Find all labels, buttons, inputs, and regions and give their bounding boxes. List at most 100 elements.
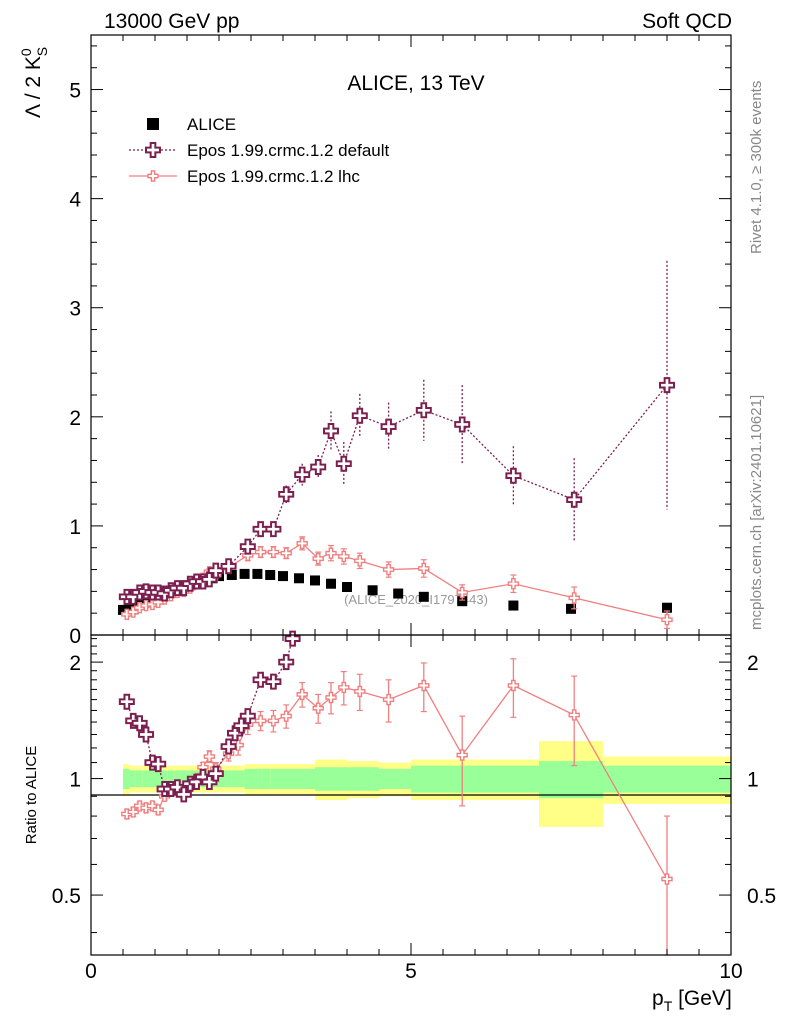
ratio-plot-area — [118, 630, 673, 956]
ratio-epos-default-line — [126, 638, 294, 796]
epos-default-point — [659, 377, 675, 394]
epos-default-point — [239, 538, 256, 555]
alice-data-point — [662, 602, 672, 613]
ratio-inner-band — [244, 768, 258, 789]
ratio-epos-lhc-point — [338, 681, 350, 694]
epos-lhc-point — [312, 552, 324, 565]
ratio-inner-band — [129, 770, 136, 788]
ratio-epos-default-point — [150, 756, 167, 773]
x-axis: 0 5 10 — [85, 635, 743, 983]
epos-default-point — [265, 521, 282, 538]
svg-text:Λ / 2 K0S: Λ / 2 K0S — [18, 47, 50, 118]
ratio-epos-lhc-point — [661, 873, 673, 885]
epos-lhc-point — [354, 555, 366, 567]
ratio-inner-band — [379, 768, 411, 789]
alice-data-point — [342, 582, 352, 592]
ratio-epos-default-point — [265, 673, 282, 690]
main-y-axis-label: Λ / 2 K0S — [18, 47, 50, 118]
ratio-epos-lhc-point — [312, 702, 324, 714]
legend: ALICE Epos 1.99.crmc.1.2 default Epos 1.99… — [129, 115, 390, 186]
ratio-inner-band — [315, 767, 347, 791]
x-tick-label: 10 — [719, 960, 742, 983]
ratio-inner-band — [180, 770, 187, 788]
x-tick-label: 0 — [85, 960, 97, 983]
energy-label: 13000 GeV pp — [104, 10, 239, 33]
ratio-inner-band — [270, 768, 283, 789]
ratio-epos-default-point — [118, 693, 135, 710]
alice-data-point — [239, 568, 250, 579]
rivet-version-label: Rivet 4.1.0, ≥ 300k events — [748, 81, 765, 254]
ratio-inner-band — [123, 768, 130, 789]
ratio-inner-band — [161, 770, 168, 788]
alice-data-point — [294, 573, 304, 584]
ratio-y-tick-label-right: 1 — [747, 769, 759, 792]
epos-default-point — [335, 455, 352, 472]
epos-lhc-point — [267, 546, 280, 558]
ratio-epos-lhc-point — [568, 709, 580, 721]
epos-lhc-point — [507, 578, 520, 590]
legend-marker-default — [145, 142, 161, 158]
epos-default-point — [415, 402, 432, 419]
ratio-epos-lhc-point — [382, 693, 395, 706]
legend-label: Epos 1.99.crmc.1.2 default — [187, 141, 390, 160]
alice-data-point — [118, 604, 128, 615]
ratio-epos-lhc-point — [325, 691, 337, 704]
ratio-y-tick-label-right: 0.5 — [747, 885, 776, 908]
epos-default-point — [252, 521, 269, 538]
main-plot-area — [118, 260, 675, 630]
ratio-epos-lhc-point — [133, 800, 146, 812]
y-tick-label: 2 — [69, 407, 81, 430]
ratio-y-tick-label: 0.5 — [52, 885, 81, 908]
y-tick-label: 5 — [69, 80, 81, 103]
epos-lhc-point — [296, 537, 308, 550]
alice-data-point — [367, 585, 378, 596]
alice-data-point — [457, 596, 468, 607]
alice-data-point — [226, 570, 237, 580]
epos-default-point — [201, 571, 218, 588]
ratio-inner-band — [174, 770, 181, 788]
epos-default-point — [566, 491, 583, 508]
alice-data-point — [393, 588, 404, 599]
ratio-y-tick-label: 2 — [69, 652, 81, 675]
epos-lhc-point — [127, 606, 139, 618]
ratio-y-tick-label-right: 2 — [747, 652, 759, 675]
legend-label: Epos 1.99.crmc.1.2 lhc — [187, 167, 360, 186]
epos-default-point — [323, 423, 339, 439]
ratio-inner-band — [411, 765, 443, 793]
x-tick-label: 5 — [405, 960, 417, 983]
ratio-epos-lhc-point — [456, 749, 468, 761]
ratio-inner-band — [155, 770, 162, 788]
y-tick-label: 0 — [69, 625, 81, 648]
ratio-epos-lhc-point — [203, 750, 216, 763]
alice-data-point — [278, 571, 288, 582]
alice-data-point — [418, 591, 429, 602]
epos-default-point — [454, 416, 471, 433]
ratio-epos-lhc-point — [507, 679, 520, 692]
y-tick-label: 1 — [69, 516, 81, 539]
alice-data-point — [310, 575, 320, 586]
epos-default-point — [351, 407, 368, 424]
ratio-inner-band — [347, 767, 379, 791]
svg-text:pT [GeV]: pT [GeV] — [652, 987, 732, 1014]
ratio-y-axis-label: Ratio to ALICE — [23, 746, 40, 844]
ratio-epos-lhc-point — [254, 715, 267, 727]
ratio-epos-lhc-point — [354, 685, 366, 698]
legend-marker-lhc — [147, 170, 159, 182]
epos-default-point — [505, 467, 522, 484]
main-x-ticks — [90, 35, 732, 635]
epos-default-point — [294, 466, 311, 483]
epos-lhc-point — [325, 547, 337, 559]
ratio-epos-default-point — [201, 773, 218, 790]
epos-lhc-point — [338, 550, 350, 563]
ratio-epos-default-point — [252, 671, 269, 688]
alice-data-point — [252, 568, 263, 579]
alice-data-point — [137, 596, 148, 607]
alice-data-point — [326, 578, 336, 589]
main-panel: ALICE, 13 TeV (ALICE_2020_I1797443) 0 1 2 3… — [18, 34, 732, 648]
ratio-epos-default-point — [207, 765, 224, 782]
ratio-panel: 0.5 0.5 1 1 2 2 0 5 10 Ratio to ALICE pT [GeV] — [23, 630, 776, 1014]
epos-default-line — [126, 384, 668, 598]
ratio-epos-default-point — [227, 725, 243, 742]
ratio-inner-band — [135, 770, 143, 788]
ratio-y-tick-label: 1 — [69, 769, 81, 792]
